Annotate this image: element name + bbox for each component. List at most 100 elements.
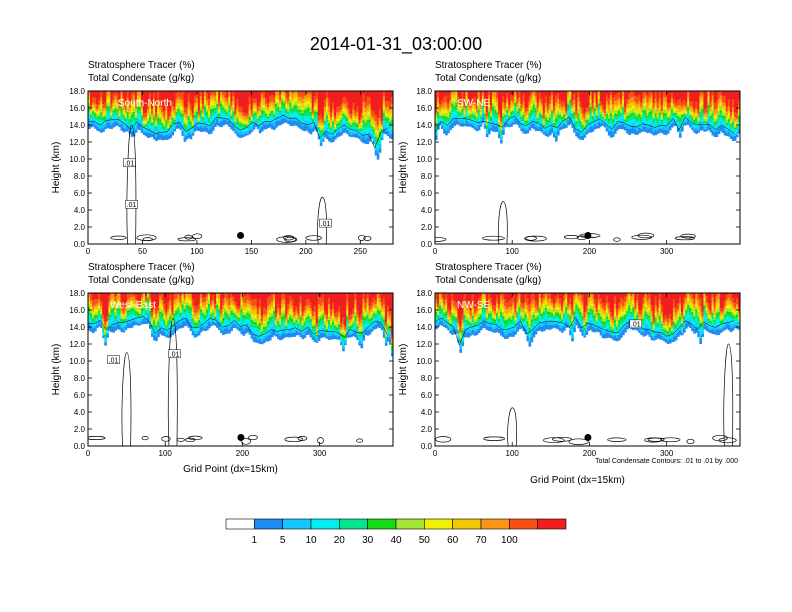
tracer-cell: [354, 115, 357, 118]
tracer-cell: [181, 116, 185, 120]
tracer-cell: [615, 110, 619, 114]
tracer-cell: [319, 119, 323, 124]
tracer-cell: [151, 316, 154, 319]
tracer-cell: [577, 97, 580, 102]
tracer-cell: [721, 127, 725, 134]
tracer-cell: [340, 115, 343, 118]
tracer-cell: [358, 339, 362, 343]
tracer-cell: [475, 121, 479, 125]
tracer-cell: [338, 329, 341, 333]
tracer-cell: [599, 101, 603, 106]
tracer-cell: [187, 300, 191, 303]
tracer-cell: [228, 120, 231, 127]
tracer-cell: [146, 302, 150, 308]
tracer-cell: [291, 117, 294, 121]
tracer-cell: [370, 122, 374, 127]
tracer-cell: [729, 126, 733, 130]
tracer-cell: [187, 293, 191, 294]
tracer-cell: [607, 113, 611, 116]
tracer-cell: [128, 315, 132, 320]
tracer-cell: [561, 102, 564, 107]
tracer-cell: [544, 131, 548, 136]
tracer-cell: [275, 293, 278, 314]
tracer-cell: [727, 116, 731, 120]
tracer-cell: [329, 127, 333, 129]
tracer-cell: [502, 129, 505, 135]
tracer-cell: [524, 117, 528, 120]
tracer-cell: [226, 115, 229, 120]
tracer-cell: [201, 313, 205, 316]
tracer-cell: [620, 120, 623, 125]
tracer-cell: [611, 104, 615, 110]
tracer-cell: [299, 91, 303, 92]
tracer-cell: [273, 125, 276, 130]
tracer-cell: [374, 318, 378, 323]
tracer-cell: [613, 128, 617, 134]
tracer-cell: [205, 99, 209, 104]
tracer-cell: [250, 299, 254, 306]
tracer-cell: [642, 106, 646, 110]
tracer-cell: [238, 130, 242, 135]
tracer-cell: [220, 103, 223, 107]
tracer-cell: [136, 305, 140, 308]
tracer-cell: [232, 304, 235, 307]
tracer-cell: [731, 111, 735, 115]
tracer-cell: [390, 125, 393, 130]
tracer-cell: [386, 106, 390, 112]
tracer-cell: [151, 133, 154, 137]
tracer-cell: [536, 128, 540, 132]
tracer-cell: [699, 91, 702, 96]
tracer-cell: [656, 91, 660, 103]
tracer-cell: [352, 109, 355, 114]
tracer-cell: [149, 108, 152, 112]
tracer-cell: [256, 318, 260, 322]
tracer-cell: [358, 91, 362, 120]
tracer-cell: [205, 325, 209, 331]
tracer-cell: [646, 128, 650, 134]
tracer-cell: [189, 114, 193, 117]
tracer-cell: [309, 318, 313, 323]
tracer-cell: [382, 297, 386, 305]
tracer-cell: [652, 119, 656, 122]
tracer-cell: [289, 332, 292, 338]
tracer-cell: [216, 301, 219, 305]
tracer-cell: [124, 318, 128, 320]
tracer-cell: [94, 119, 97, 123]
tracer-cell: [689, 121, 692, 124]
tracer-cell: [144, 130, 148, 133]
tracer-cell: [443, 116, 446, 120]
tracer-cell: [279, 120, 282, 126]
tracer-cell: [169, 119, 172, 122]
tracer-cell: [603, 124, 607, 128]
tracer-cell: [654, 106, 658, 110]
tracer-cell: [354, 122, 357, 126]
tracer-cell: [595, 115, 599, 119]
tracer-cell: [244, 130, 248, 134]
tracer-cell: [189, 103, 193, 111]
tracer-cell: [283, 117, 286, 123]
tracer-cell: [662, 129, 666, 135]
tracer-cell: [118, 110, 122, 114]
tracer-cell: [295, 313, 299, 316]
tracer-cell: [571, 119, 574, 124]
tracer-cell: [461, 101, 465, 104]
tracer-cell: [236, 318, 240, 322]
tracer-cell: [390, 134, 393, 140]
y-tick-label: 12.0: [69, 138, 85, 147]
tracer-cell: [447, 125, 450, 130]
tracer-cell: [340, 119, 343, 123]
tracer-cell: [687, 116, 690, 121]
tracer-cell: [370, 302, 374, 308]
tracer-cell: [693, 129, 696, 133]
tracer-cell: [489, 110, 493, 113]
tracer-cell: [384, 338, 388, 341]
tracer-cell: [203, 318, 207, 322]
tracer-cell: [368, 123, 372, 128]
tracer-cell: [358, 328, 362, 331]
tracer-cell: [242, 314, 246, 319]
tracer-cell: [307, 322, 311, 326]
tracer-cell: [230, 115, 233, 119]
tracer-cell: [342, 338, 345, 342]
tracer-cell: [366, 321, 370, 327]
tracer-cell: [658, 98, 662, 104]
